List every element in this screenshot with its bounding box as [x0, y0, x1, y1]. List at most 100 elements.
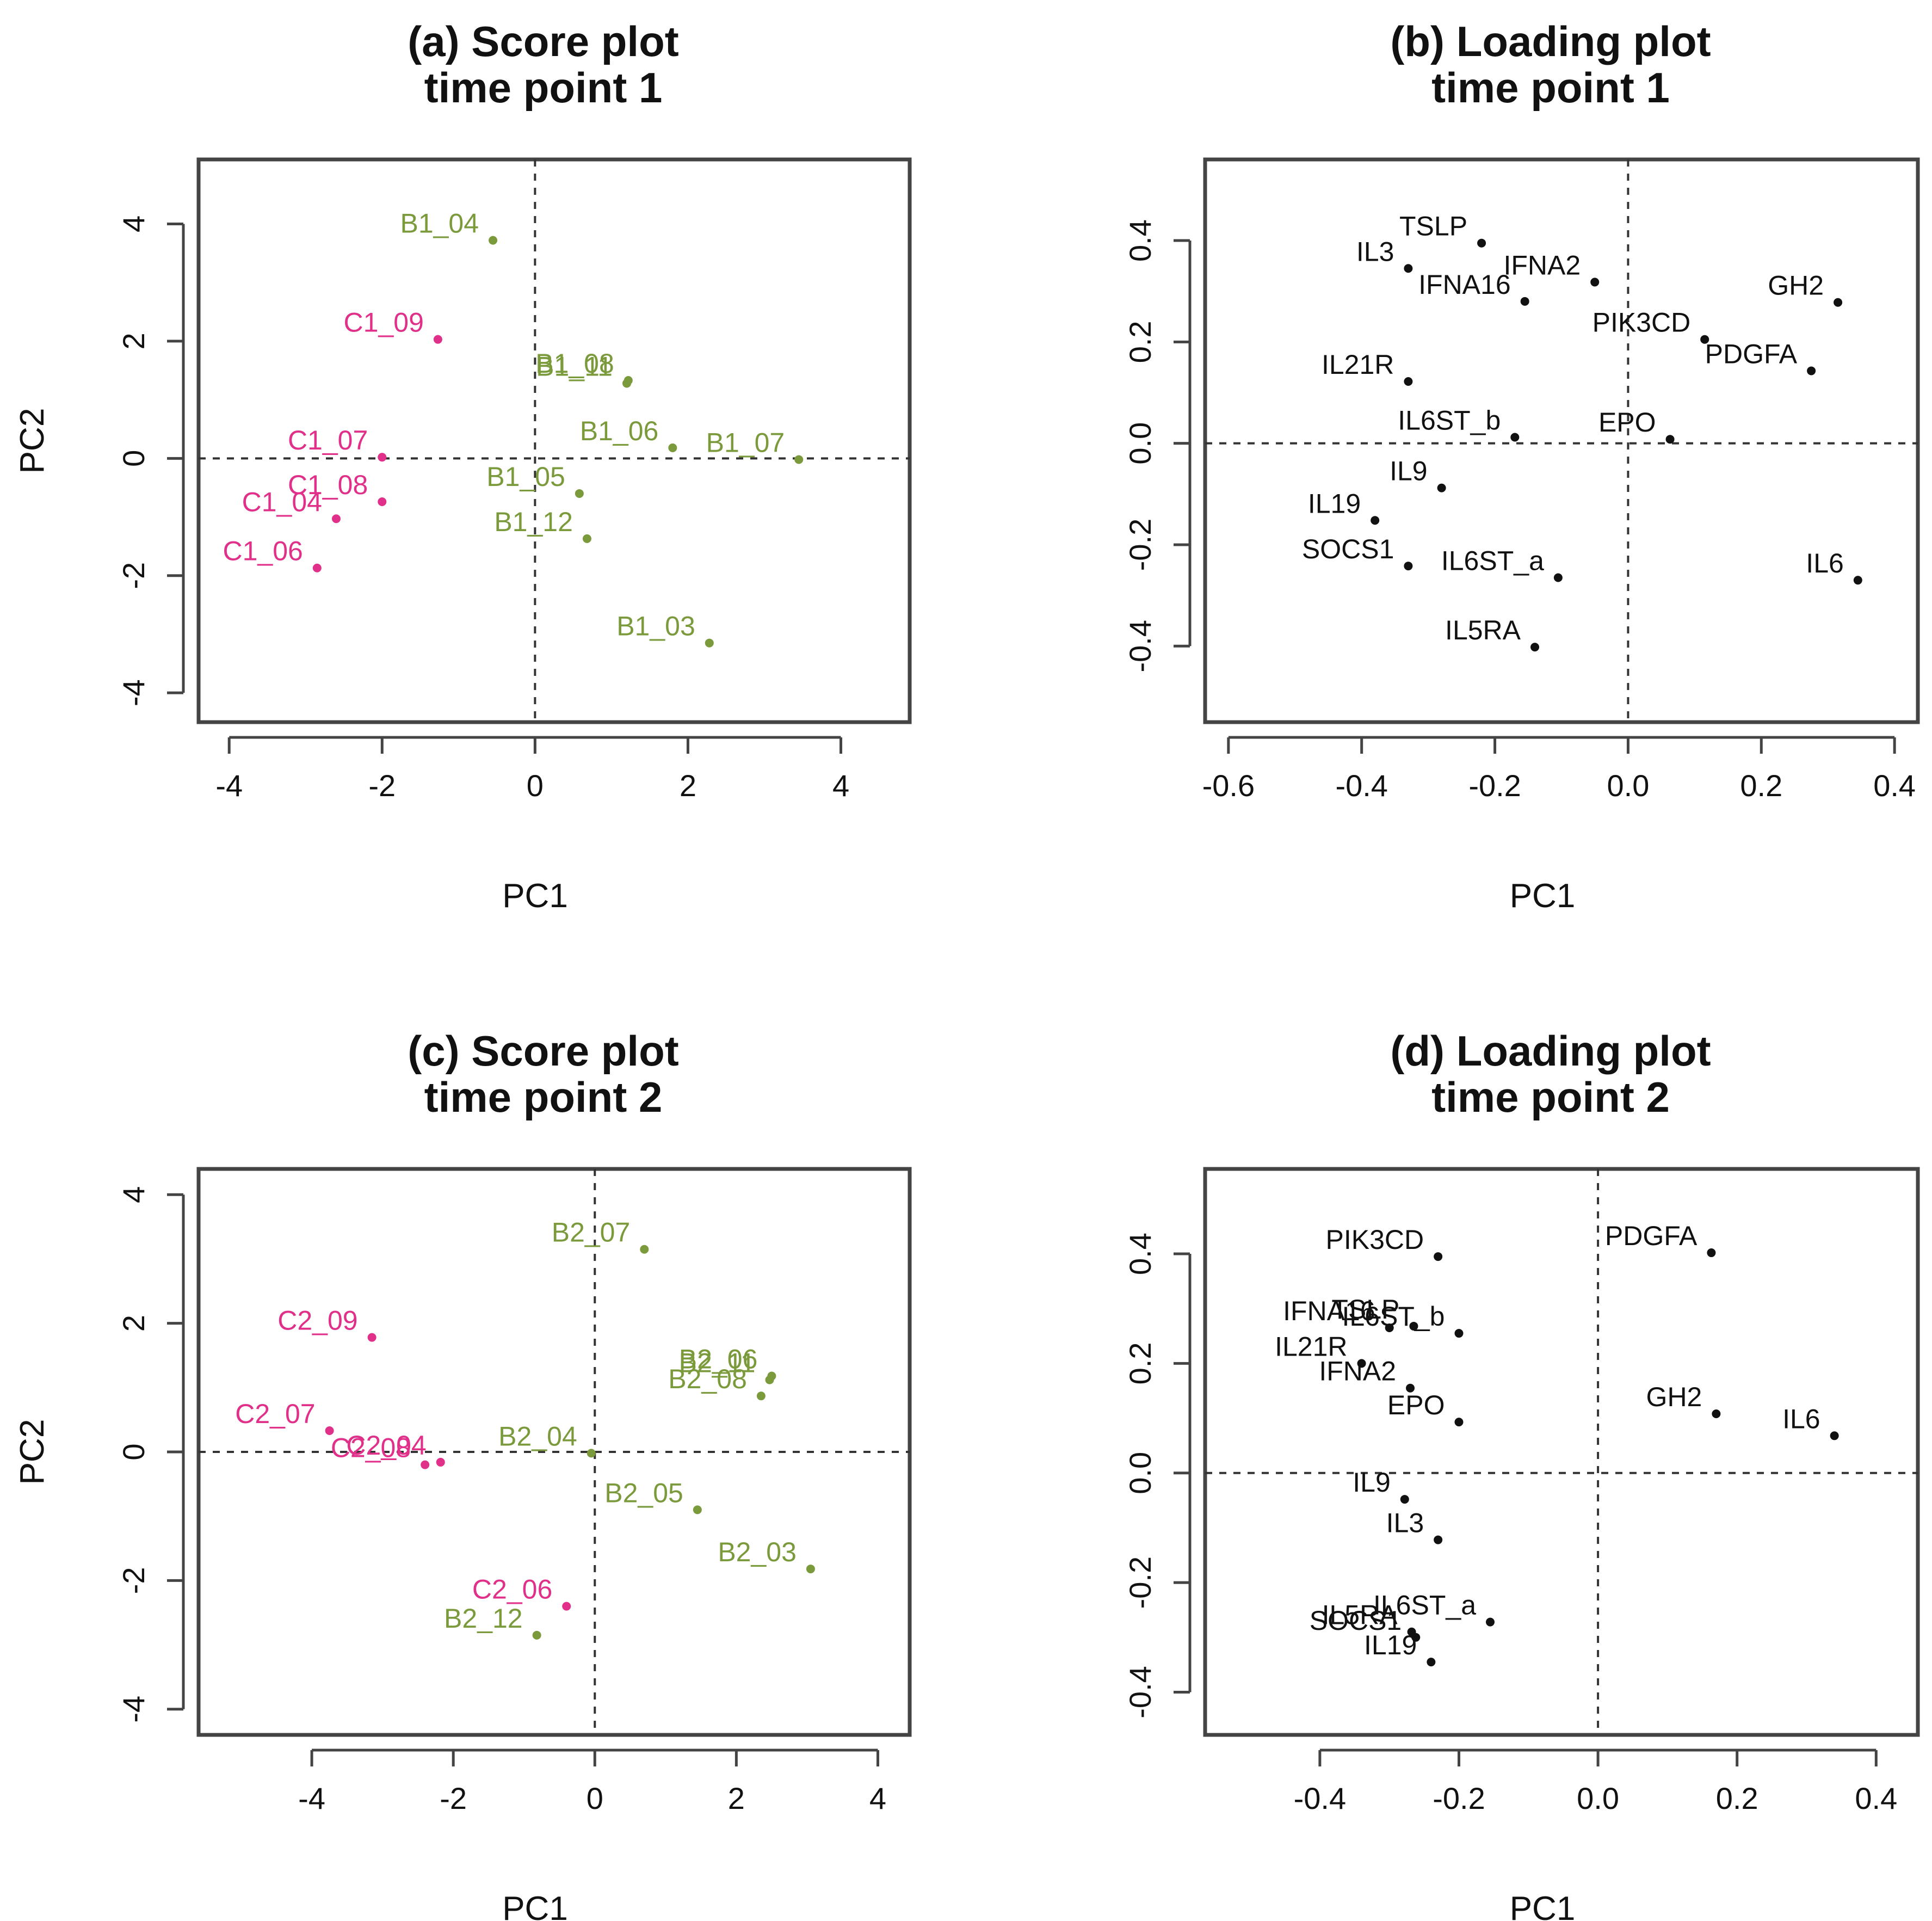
x-tick-label: -4: [298, 1781, 325, 1815]
x-tick-label: -2: [440, 1781, 467, 1815]
point-label: B1_11: [536, 351, 613, 381]
data-point: [1371, 516, 1380, 525]
data-point: [489, 236, 498, 245]
point-label: GH2: [1646, 1382, 1702, 1412]
y-tick-label: 0.4: [1123, 219, 1157, 262]
point-label: IFNA2: [1319, 1356, 1396, 1387]
data-point: [331, 514, 341, 524]
y-tick-label: 2: [116, 1315, 151, 1332]
y-tick-label: 2: [116, 333, 151, 349]
y-tick-label: 0: [116, 450, 151, 467]
point-label: PDGFA: [1605, 1221, 1698, 1251]
data-point: [587, 1449, 596, 1458]
point-label: IL9: [1390, 456, 1428, 487]
point-label: IL5RA: [1445, 615, 1521, 645]
panel-title-line2: time point 2: [424, 1073, 663, 1121]
data-point: [693, 1505, 702, 1514]
x-axis-label: PC1: [502, 1890, 568, 1921]
point-label: B2_11: [679, 1348, 756, 1378]
point-label: TSLP: [1399, 211, 1467, 242]
x-tick-label: 0.0: [1607, 768, 1650, 803]
data-point: [378, 497, 387, 507]
plot-frame: [1203, 1167, 1920, 1737]
point-label: B2_03: [718, 1537, 797, 1567]
data-point: [582, 534, 591, 543]
point-label: B2_08: [668, 1364, 747, 1394]
point-label: B2_04: [498, 1421, 577, 1451]
point-label: B2_12: [444, 1603, 523, 1634]
data-point: [806, 1565, 815, 1574]
panel-title-line2: time point 2: [1431, 1073, 1670, 1121]
data-point: [622, 379, 632, 388]
point-label: IL6: [1782, 1403, 1820, 1434]
point-label: PDGFA: [1705, 338, 1798, 369]
point-label: IL19: [1364, 1630, 1417, 1660]
point-label: PIK3CD: [1326, 1224, 1424, 1255]
data-point: [756, 1392, 766, 1401]
x-tick-label: 0.0: [1577, 1781, 1619, 1815]
point-label: IL21R: [1322, 349, 1394, 380]
panel-title-line1: (a) Score plot: [408, 17, 678, 65]
data-point: [1409, 1321, 1418, 1331]
point-label: TSLP: [1331, 1294, 1399, 1325]
x-axis-label: PC1: [1510, 877, 1576, 915]
x-tick-label: 4: [869, 1781, 886, 1815]
point-label: C2_08: [331, 1433, 411, 1463]
data-point: [562, 1602, 571, 1611]
data-point: [325, 1426, 334, 1435]
x-tick-label: 0: [587, 1781, 603, 1815]
x-tick-label: 0.2: [1740, 768, 1782, 803]
point-label: SOCS1: [1302, 534, 1394, 564]
data-point: [794, 455, 804, 464]
y-tick-label: -4: [116, 1696, 151, 1723]
x-tick-label: 4: [832, 768, 849, 803]
data-point: [1437, 483, 1446, 492]
point-label: B1_07: [706, 427, 785, 458]
data-point: [1712, 1409, 1721, 1419]
data-point: [1590, 278, 1600, 287]
point-label: C2_07: [235, 1399, 315, 1429]
data-point: [1434, 1252, 1443, 1261]
data-point: [1400, 1495, 1409, 1504]
point-label: B1_06: [580, 416, 659, 446]
point-label: C2_09: [277, 1306, 357, 1336]
panel-title-line1: (c) Score plot: [408, 1027, 678, 1075]
panel-title-line2: time point 1: [1431, 64, 1670, 112]
point-label: IL6ST_a: [1373, 1590, 1476, 1621]
data-point: [421, 1460, 430, 1469]
data-point: [1510, 433, 1520, 442]
data-point: [765, 1375, 774, 1384]
panel-title-line1: (d) Loading plot: [1390, 1027, 1711, 1075]
y-tick-label: 4: [116, 1186, 151, 1203]
panel-title-line2: time point 1: [424, 64, 663, 112]
y-tick-label: -0.2: [1123, 519, 1157, 571]
point-label: IL21R: [1275, 1331, 1347, 1362]
x-tick-label: 2: [728, 1781, 745, 1815]
point-label: IL6ST_b: [1398, 405, 1501, 435]
y-axis-label: PC2: [14, 1419, 51, 1485]
data-point: [1853, 576, 1862, 585]
plot-frame: [196, 157, 912, 724]
point-label: C2_04: [346, 1430, 426, 1461]
point-label: B1_04: [400, 208, 479, 239]
y-tick-label: 4: [116, 216, 151, 232]
data-point: [1454, 1329, 1464, 1338]
data-point: [1404, 562, 1413, 571]
data-point: [436, 1457, 445, 1467]
point-label: C1_04: [242, 487, 322, 517]
x-tick-label: 0.4: [1855, 1781, 1897, 1815]
point-label: B2_07: [552, 1217, 631, 1248]
y-axis-label: PC2: [14, 408, 51, 474]
y-tick-label: 0.4: [1123, 1233, 1157, 1275]
data-point: [1530, 643, 1540, 652]
data-point: [312, 563, 322, 572]
point-label: IL6ST_a: [1441, 546, 1544, 576]
y-tick-label: 0.2: [1123, 1342, 1157, 1384]
data-point: [1406, 1383, 1415, 1393]
point-label: IFNA16: [1418, 269, 1511, 300]
y-tick-label: -0.2: [1123, 1556, 1157, 1609]
y-tick-label: 0.2: [1123, 321, 1157, 363]
data-point: [367, 1333, 376, 1342]
point-label: IL9: [1353, 1467, 1391, 1498]
